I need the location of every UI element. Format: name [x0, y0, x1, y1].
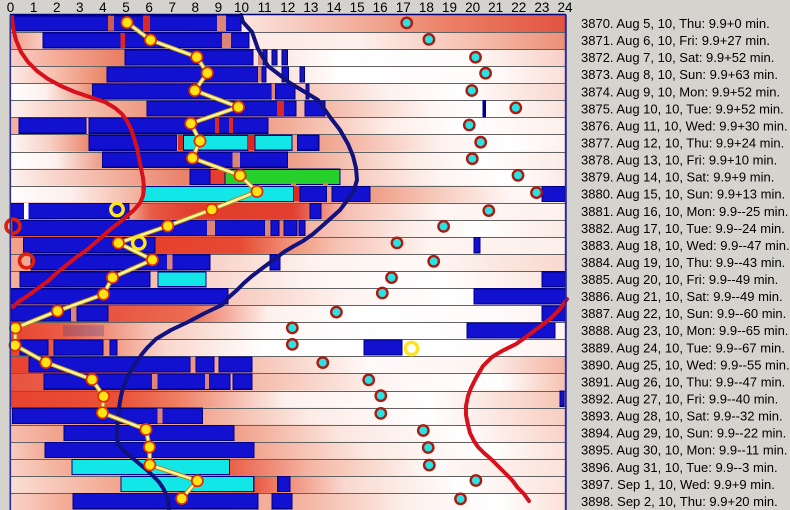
- svg-text:22: 22: [511, 0, 526, 15]
- svg-text:3892. Aug 27, 10, Fri: 9.9--40: 3892. Aug 27, 10, Fri: 9.9--40 min.: [581, 392, 778, 407]
- svg-text:3896. Aug 31, 10, Tue: 9.9--3: 3896. Aug 31, 10, Tue: 9.9--3 min.: [581, 460, 778, 475]
- svg-text:3882. Aug 17, 10, Tue: 9.9--24: 3882. Aug 17, 10, Tue: 9.9--24 min.: [581, 221, 785, 236]
- svg-text:13: 13: [303, 0, 318, 15]
- svg-text:12: 12: [280, 0, 295, 15]
- svg-text:20: 20: [465, 0, 480, 15]
- svg-text:3898. Sep 2, 10, Thu: 9.9+20 m: 3898. Sep 2, 10, Thu: 9.9+20 min.: [581, 494, 778, 509]
- svg-text:3897. Sep 1, 10, Wed: 9.9+9 mi: 3897. Sep 1, 10, Wed: 9.9+9 min.: [581, 477, 775, 492]
- svg-text:21: 21: [488, 0, 503, 15]
- svg-text:16: 16: [373, 0, 388, 15]
- svg-text:3873. Aug 8, 10, Sun: 9.9+63 m: 3873. Aug 8, 10, Sun: 9.9+63 min.: [581, 67, 778, 82]
- svg-text:5: 5: [122, 0, 130, 15]
- svg-text:3890. Aug 25, 10, Wed: 9.9--55: 3890. Aug 25, 10, Wed: 9.9--55 min.: [581, 357, 790, 372]
- svg-text:2: 2: [53, 0, 61, 15]
- svg-text:3875. Aug 10, 10, Tue: 9.9+52: 3875. Aug 10, 10, Tue: 9.9+52 min.: [581, 101, 784, 116]
- svg-text:3871. Aug 6, 10, Fri: 9.9+27 m: 3871. Aug 6, 10, Fri: 9.9+27 min.: [581, 33, 770, 48]
- svg-text:9: 9: [215, 0, 223, 15]
- svg-text:3886. Aug 21, 10, Sat: 9.9--49: 3886. Aug 21, 10, Sat: 9.9--49 min.: [581, 289, 783, 304]
- svg-text:3888. Aug 23, 10, Mon: 9.9--65: 3888. Aug 23, 10, Mon: 9.9--65 min.: [581, 323, 788, 338]
- svg-text:3872. Aug 7, 10, Sat: 9.9+52 m: 3872. Aug 7, 10, Sat: 9.9+52 min.: [581, 50, 774, 65]
- svg-text:3874. Aug 9, 10, Mon: 9.9+52 m: 3874. Aug 9, 10, Mon: 9.9+52 min.: [581, 84, 780, 99]
- svg-text:18: 18: [419, 0, 434, 15]
- svg-text:4: 4: [99, 0, 107, 15]
- svg-text:19: 19: [442, 0, 457, 15]
- svg-text:3880. Aug 15, 10, Sun: 9.9+13: 3880. Aug 15, 10, Sun: 9.9+13 min.: [581, 187, 785, 202]
- svg-text:3889. Aug 24, 10, Tue: 9.9--67: 3889. Aug 24, 10, Tue: 9.9--67 min.: [581, 340, 785, 355]
- svg-text:7: 7: [168, 0, 176, 15]
- svg-text:24: 24: [557, 0, 573, 15]
- svg-text:3885. Aug 20, 10, Fri: 9.9--49: 3885. Aug 20, 10, Fri: 9.9--49 min.: [581, 272, 778, 287]
- svg-text:17: 17: [396, 0, 411, 15]
- svg-text:8: 8: [192, 0, 200, 15]
- svg-text:3881. Aug 16, 10, Mon: 9.9--25: 3881. Aug 16, 10, Mon: 9.9--25 min.: [581, 204, 788, 219]
- svg-text:14: 14: [326, 0, 342, 15]
- svg-text:3870. Aug 5, 10, Thu: 9.9+0 mi: 3870. Aug 5, 10, Thu: 9.9+0 min.: [581, 16, 770, 31]
- svg-text:0: 0: [7, 0, 15, 15]
- svg-text:3895. Aug 30, 10, Mon: 9.9--11: 3895. Aug 30, 10, Mon: 9.9--11 min.: [581, 443, 787, 458]
- svg-text:3884. Aug 19, 10, Thu: 9.9--43: 3884. Aug 19, 10, Thu: 9.9--43 min.: [581, 255, 785, 270]
- svg-text:3878. Aug 13, 10, Fri: 9.9+10: 3878. Aug 13, 10, Fri: 9.9+10 min.: [581, 153, 777, 168]
- svg-text:3877. Aug 12, 10, Thu: 9.9+24: 3877. Aug 12, 10, Thu: 9.9+24 min.: [581, 135, 784, 150]
- svg-text:15: 15: [350, 0, 365, 15]
- svg-text:3: 3: [76, 0, 84, 15]
- svg-text:6: 6: [145, 0, 153, 15]
- svg-text:3887. Aug 22, 10, Sun: 9.9--60: 3887. Aug 22, 10, Sun: 9.9--60 min.: [581, 306, 786, 321]
- svg-text:1: 1: [30, 0, 38, 15]
- svg-text:23: 23: [534, 0, 549, 15]
- svg-text:3879. Aug 14, 10, Sat: 9.9+9 m: 3879. Aug 14, 10, Sat: 9.9+9 min.: [581, 170, 774, 185]
- svg-text:3883. Aug 18, 10, Wed: 9.9--47: 3883. Aug 18, 10, Wed: 9.9--47 min.: [581, 238, 790, 253]
- svg-text:3894. Aug 29, 10, Sun: 9.9--22: 3894. Aug 29, 10, Sun: 9.9--22 min.: [581, 426, 786, 441]
- svg-text:3876. Aug 11, 10, Wed: 9.9+30: 3876. Aug 11, 10, Wed: 9.9+30 min.: [581, 118, 788, 133]
- svg-text:3893. Aug 28, 10, Sat: 9.9--32: 3893. Aug 28, 10, Sat: 9.9--32 min.: [581, 409, 783, 424]
- svg-text:3891. Aug 26, 10, Thu: 9.9--47: 3891. Aug 26, 10, Thu: 9.9--47 min.: [581, 374, 785, 389]
- svg-text:11: 11: [258, 0, 272, 15]
- svg-text:10: 10: [234, 0, 249, 15]
